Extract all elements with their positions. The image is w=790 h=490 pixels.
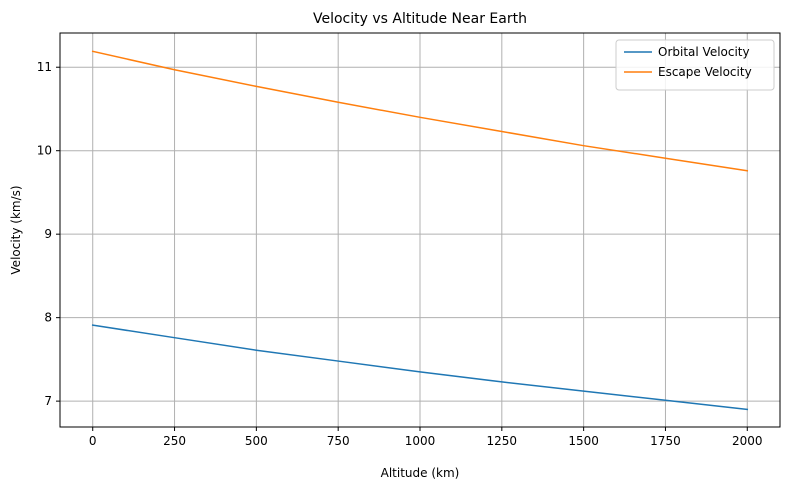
y-tick-label: 8: [44, 311, 52, 325]
legend-box: [615, 39, 775, 91]
x-tick-label: 750: [327, 434, 350, 448]
x-tick-label: 1750: [650, 434, 681, 448]
y-tick-label: 10: [37, 144, 52, 158]
x-axis-label: Altitude (km): [381, 466, 460, 480]
series-layer: [91, 50, 749, 411]
y-tick-label: 11: [37, 60, 52, 74]
tick-layer: 0 250 500 750 1000 1250 1500 1750 2000 7 8 9 10 11: [37, 60, 763, 448]
x-tick-label: 1500: [568, 434, 599, 448]
chart-title: Velocity vs Altitude Near Earth: [313, 11, 527, 27]
series-line-2: [91, 50, 749, 172]
y-tick-label: 9: [44, 227, 52, 241]
grid-layer: [60, 33, 780, 427]
series-line-1: [91, 324, 749, 411]
x-tick-label: 500: [245, 434, 268, 448]
legend: Orbital Velocity Escape Velocity: [615, 39, 775, 91]
legend-label: Escape Velocity: [658, 65, 752, 79]
x-tick-label: 2000: [732, 434, 763, 448]
y-tick-label: 7: [44, 394, 52, 408]
x-tick-label: 1000: [405, 434, 436, 448]
x-tick-label: 0: [89, 434, 97, 448]
legend-label: Orbital Velocity: [658, 45, 750, 59]
x-tick-label: 250: [163, 434, 186, 448]
y-axis-label: Velocity (km/s): [9, 185, 23, 274]
x-tick-label: 1250: [487, 434, 518, 448]
